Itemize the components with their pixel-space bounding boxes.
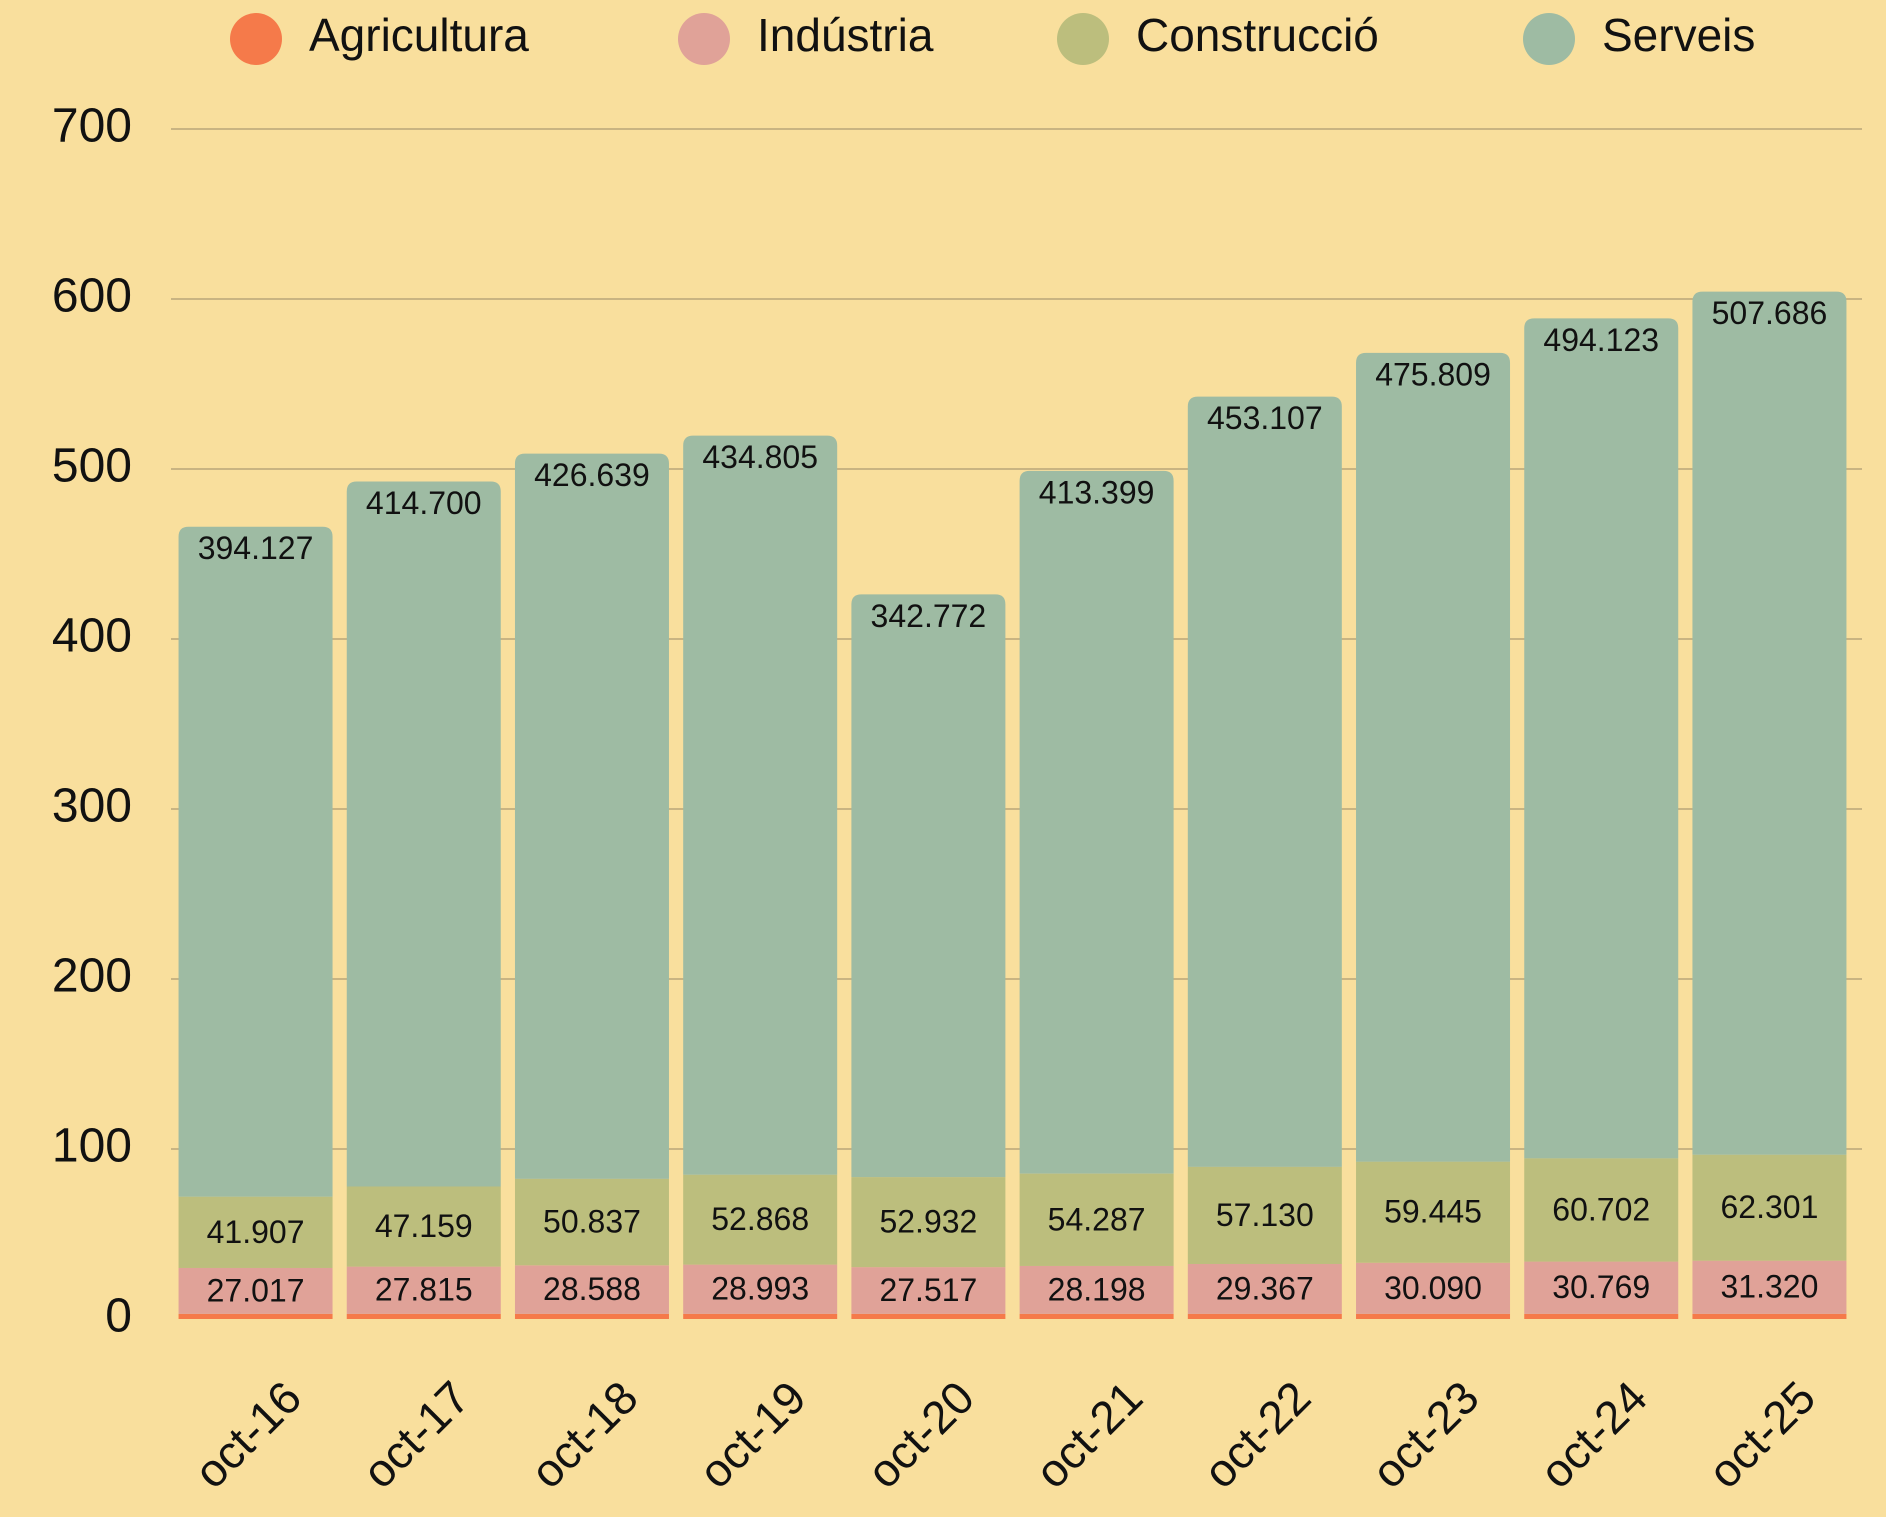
- x-tick-label: oct-16: [184, 1371, 311, 1498]
- data-label: 50.837: [543, 1204, 641, 1240]
- data-label: 28.588: [543, 1271, 641, 1307]
- y-tick-label: 200: [52, 950, 132, 1003]
- data-label: 28.993: [711, 1271, 809, 1307]
- bar-segment: [346, 1186, 501, 1267]
- bar-segment: [683, 435, 838, 1175]
- data-label: 59.445: [1384, 1194, 1482, 1230]
- bar-segment: [178, 1267, 333, 1314]
- data-label: 57.130: [1216, 1197, 1314, 1233]
- bar-segment: [1356, 1313, 1511, 1319]
- data-label: 29.367: [1216, 1270, 1314, 1306]
- x-tick-label: oct-20: [857, 1371, 984, 1498]
- bar-segment: [1692, 291, 1847, 1155]
- x-tick-label: oct-21: [1025, 1371, 1152, 1498]
- legend-label: Agricultura: [309, 9, 529, 61]
- x-tick-label: oct-24: [1530, 1371, 1657, 1498]
- data-label: 413.399: [1039, 474, 1155, 510]
- data-label: 342.772: [871, 598, 987, 634]
- legend-marker: [1523, 13, 1575, 65]
- data-label: 47.159: [375, 1208, 473, 1244]
- y-tick-label: 0: [105, 1290, 132, 1343]
- x-tick-label: oct-23: [1362, 1371, 1489, 1498]
- data-label: 507.686: [1712, 295, 1828, 331]
- bar-segment: [1187, 1263, 1342, 1314]
- bar-segment: [1187, 1313, 1342, 1319]
- bar-segment: [851, 1177, 1006, 1268]
- data-label: 28.198: [1048, 1271, 1146, 1307]
- bar-segment: [514, 453, 669, 1179]
- bar-segment: [178, 526, 333, 1197]
- bar-segment: [346, 1266, 501, 1314]
- y-tick-label: 600: [52, 270, 132, 323]
- data-label: 60.702: [1552, 1191, 1650, 1227]
- y-tick-label: 300: [52, 780, 132, 833]
- data-label: 27.517: [879, 1272, 977, 1308]
- data-label: 30.769: [1552, 1269, 1650, 1305]
- x-tick-label: oct-22: [1193, 1371, 1320, 1498]
- data-label: 494.123: [1543, 322, 1659, 358]
- data-label: 52.932: [879, 1204, 977, 1240]
- bar-segment: [851, 1267, 1006, 1314]
- bar-segment: [346, 481, 501, 1187]
- legend-marker: [678, 13, 730, 65]
- bar-segment: [514, 1265, 669, 1314]
- data-label: 62.301: [1721, 1189, 1819, 1225]
- legend-marker: [230, 13, 282, 65]
- y-tick-label: 700: [52, 100, 132, 153]
- bar-segment: [1524, 1261, 1679, 1314]
- bar-segment: [851, 1313, 1006, 1319]
- bar-segment: [1524, 1158, 1679, 1262]
- bar-segment: [683, 1174, 838, 1265]
- bar-segment: [1019, 1173, 1174, 1266]
- bar-segment: [1524, 318, 1679, 1159]
- data-label: 434.805: [702, 439, 818, 475]
- y-tick-label: 400: [52, 610, 132, 663]
- bar-segment: [1019, 1265, 1174, 1314]
- bar-segment: [1356, 352, 1511, 1162]
- data-label: 475.809: [1375, 356, 1491, 392]
- bar-segment: [1692, 1260, 1847, 1314]
- bar-segment: [1356, 1161, 1511, 1263]
- legend-label: Serveis: [1602, 9, 1755, 61]
- legend-label: Indústria: [757, 9, 934, 61]
- bar-segment: [1019, 470, 1174, 1174]
- bar-segment: [1019, 1313, 1174, 1319]
- bar-segment: [1187, 1166, 1342, 1264]
- data-label: 27.815: [375, 1272, 473, 1308]
- data-label: 52.868: [711, 1201, 809, 1237]
- data-label: 41.907: [207, 1214, 305, 1250]
- x-tick-label: oct-19: [689, 1371, 816, 1498]
- bar-segment: [1356, 1262, 1511, 1314]
- bar-segment: [346, 1313, 501, 1319]
- bar-segment: [1524, 1313, 1679, 1319]
- bar-segment: [514, 1313, 669, 1319]
- data-label: 453.107: [1207, 400, 1323, 436]
- x-tick-label: oct-25: [1698, 1371, 1825, 1498]
- bar-segment: [514, 1178, 669, 1266]
- bar-segment: [178, 1313, 333, 1319]
- legend-label: Construcció: [1136, 9, 1379, 61]
- y-tick-label: 100: [52, 1120, 132, 1173]
- bar-segment: [1692, 1154, 1847, 1261]
- data-label: 414.700: [366, 485, 482, 521]
- x-tick-label: oct-17: [352, 1371, 479, 1498]
- x-tick-label: oct-18: [520, 1371, 647, 1498]
- data-label: 426.639: [534, 457, 650, 493]
- bar-segment: [178, 1196, 333, 1268]
- bar-segment: [683, 1264, 838, 1314]
- bar-segment: [851, 594, 1006, 1178]
- bar-segment: [1692, 1313, 1847, 1319]
- y-tick-label: 500: [52, 440, 132, 493]
- data-label: 30.090: [1384, 1270, 1482, 1306]
- legend-marker: [1057, 13, 1109, 65]
- data-label: 27.017: [207, 1272, 305, 1308]
- bar-segment: [683, 1313, 838, 1319]
- data-label: 54.287: [1048, 1201, 1146, 1237]
- data-label: 31.320: [1721, 1269, 1819, 1305]
- data-label: 394.127: [198, 530, 314, 566]
- bar-segment: [1187, 396, 1342, 1167]
